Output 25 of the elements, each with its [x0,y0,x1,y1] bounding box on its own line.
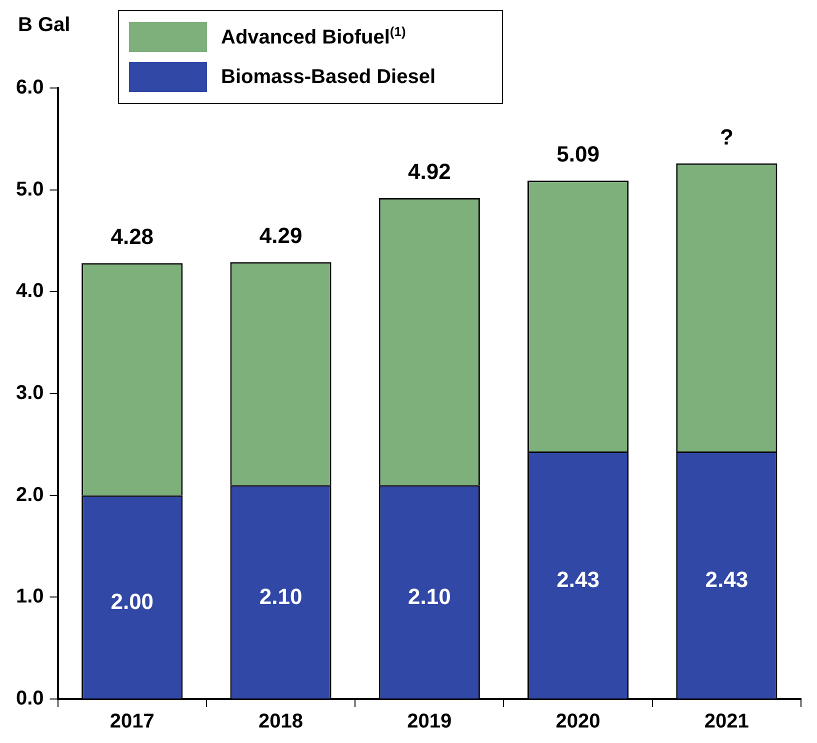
total-label: ? [720,124,734,150]
total-label: 5.09 [556,142,600,167]
data-label: 2.10 [259,584,302,609]
y-tick-label: 5.0 [16,178,44,200]
y-tick-label: 6.0 [16,76,44,99]
data-label: 2.00 [110,588,154,614]
total-label: 4.28 [110,224,154,250]
y-tick-label: 2.0 [16,484,44,506]
x-tick-label: 2019 [407,710,452,733]
legend-label: Advanced Biofuel$^{(1)}$ [221,24,406,50]
data-label: 2.10 [408,584,451,609]
data-label: 2.43 [556,567,600,592]
y-tick-label: 1.0 [16,586,44,608]
legend-label: Biomass-Based Diesel [221,66,436,88]
data-label: 2.43 [705,567,748,592]
x-tick-label: 2020 [556,710,600,733]
y-tick-label: 4.0 [16,280,44,302]
x-tick-label: 2018 [258,710,304,733]
x-tick-label: 2021 [704,710,749,733]
x-tick-label: 2017 [110,710,154,733]
total-label: 4.29 [259,223,302,248]
y-tick-label: 0.0 [16,688,44,710]
total-label: 4.92 [408,159,451,184]
y-axis-title: B Gal [18,14,70,37]
y-tick-label: 3.0 [16,382,44,404]
